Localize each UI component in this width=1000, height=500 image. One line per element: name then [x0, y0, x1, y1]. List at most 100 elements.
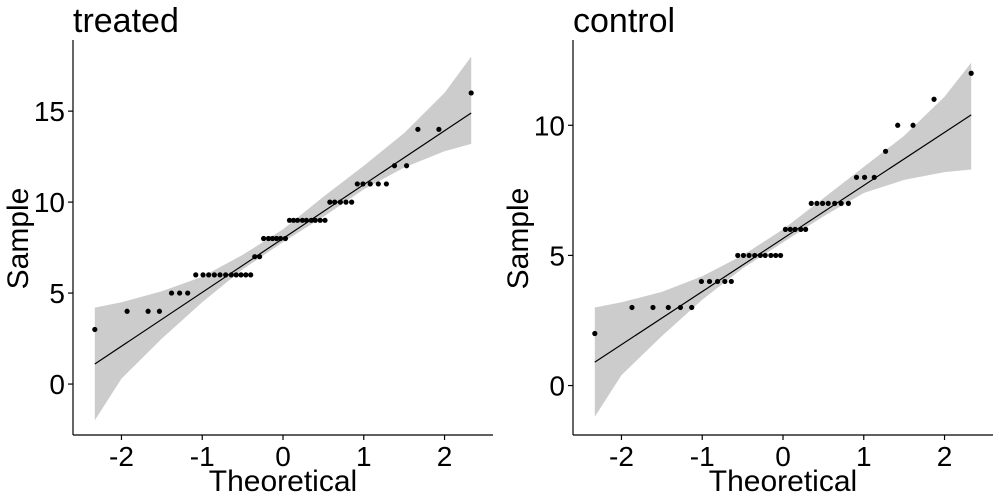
data-point [832, 200, 838, 206]
data-point [383, 181, 389, 187]
data-point [792, 226, 798, 232]
data-point [223, 272, 229, 278]
data-point [728, 278, 734, 285]
data-point [752, 252, 758, 259]
x-tick-label: 2 [937, 441, 953, 472]
data-point [468, 90, 474, 96]
data-point [665, 304, 671, 311]
data-point [895, 122, 901, 128]
data-point [256, 254, 263, 260]
data-point [290, 217, 297, 223]
y-tick-label: 5 [49, 278, 65, 309]
data-point [853, 174, 860, 180]
data-point [193, 272, 199, 278]
data-point [436, 126, 442, 132]
data-point [312, 217, 318, 223]
data-point [243, 272, 249, 278]
data-point [286, 217, 293, 223]
data-point [757, 252, 763, 259]
data-point [349, 199, 355, 205]
data-point [861, 174, 868, 180]
x-tick-label: 0 [775, 441, 791, 472]
data-point [798, 226, 804, 232]
data-point [308, 217, 314, 223]
data-point [871, 174, 877, 180]
data-point [629, 304, 635, 311]
data-point [698, 278, 705, 285]
x-tick-label: -1 [690, 441, 715, 472]
data-point [273, 235, 280, 242]
data-point [722, 278, 728, 285]
data-point [177, 290, 183, 296]
x-axis-label: Theoretical [709, 465, 857, 498]
data-point [746, 252, 752, 259]
data-point [838, 200, 844, 206]
data-point [294, 217, 301, 223]
y-tick-label: 0 [49, 369, 65, 400]
data-point [337, 199, 343, 205]
data-point [322, 217, 328, 223]
data-point [415, 126, 421, 132]
data-point [592, 330, 598, 337]
data-point [277, 235, 284, 242]
data-point [910, 122, 916, 128]
data-point [228, 272, 234, 278]
control-panel: -2 -1 0 1 2 0 5 10 control Theoretical Sample [502, 2, 993, 498]
data-point [343, 199, 349, 205]
x-tick-label: 1 [356, 441, 372, 472]
confidence-band [594, 62, 972, 417]
panel-title-control: control [573, 2, 675, 40]
data-point [819, 200, 826, 206]
data-point [360, 181, 366, 187]
data-point [882, 148, 889, 154]
y-axis-label: Sample [2, 188, 35, 290]
data-point [706, 278, 713, 285]
data-point [803, 226, 809, 232]
reference-line [594, 114, 972, 363]
data-point [768, 252, 774, 259]
data-point [677, 304, 684, 311]
data-point [787, 226, 793, 232]
data-point [845, 200, 852, 206]
x-tick-label: 2 [437, 441, 453, 472]
treated-panel: -2 -1 0 1 2 0 5 10 15 treated Theoretical Sample [2, 2, 493, 498]
data-point [317, 217, 323, 223]
x-tick-label: -2 [609, 441, 634, 472]
x-axis-label: Theoretical [209, 465, 357, 498]
data-point [248, 272, 254, 278]
data-point [808, 200, 814, 206]
data-point [145, 308, 151, 314]
y-tick-label: 15 [34, 96, 65, 127]
data-point [92, 326, 98, 333]
data-point [168, 290, 175, 296]
data-point [403, 163, 410, 169]
data-point [740, 252, 747, 259]
data-point [367, 181, 373, 187]
data-point [773, 252, 779, 259]
data-point [269, 235, 276, 242]
data-point [762, 252, 768, 259]
data-point [714, 278, 721, 285]
data-point [200, 272, 206, 278]
data-point [282, 235, 289, 242]
data-point [124, 308, 130, 314]
data-point [303, 217, 310, 223]
data-point [238, 272, 244, 278]
data-point [689, 304, 695, 311]
data-point [206, 272, 212, 278]
x-tick-label: 1 [856, 441, 872, 472]
data-point [332, 199, 338, 205]
y-tick-label: 10 [534, 110, 565, 141]
data-point [185, 290, 191, 296]
data-point [299, 217, 305, 223]
y-axis-label: Sample [502, 188, 535, 290]
data-point [354, 181, 360, 187]
x-tick-label: 0 [275, 441, 291, 472]
data-point [265, 235, 272, 242]
data-point [931, 96, 937, 102]
data-point [777, 252, 784, 259]
data-point [650, 304, 656, 311]
data-point [233, 272, 239, 278]
y-tick-label: 5 [549, 240, 565, 271]
